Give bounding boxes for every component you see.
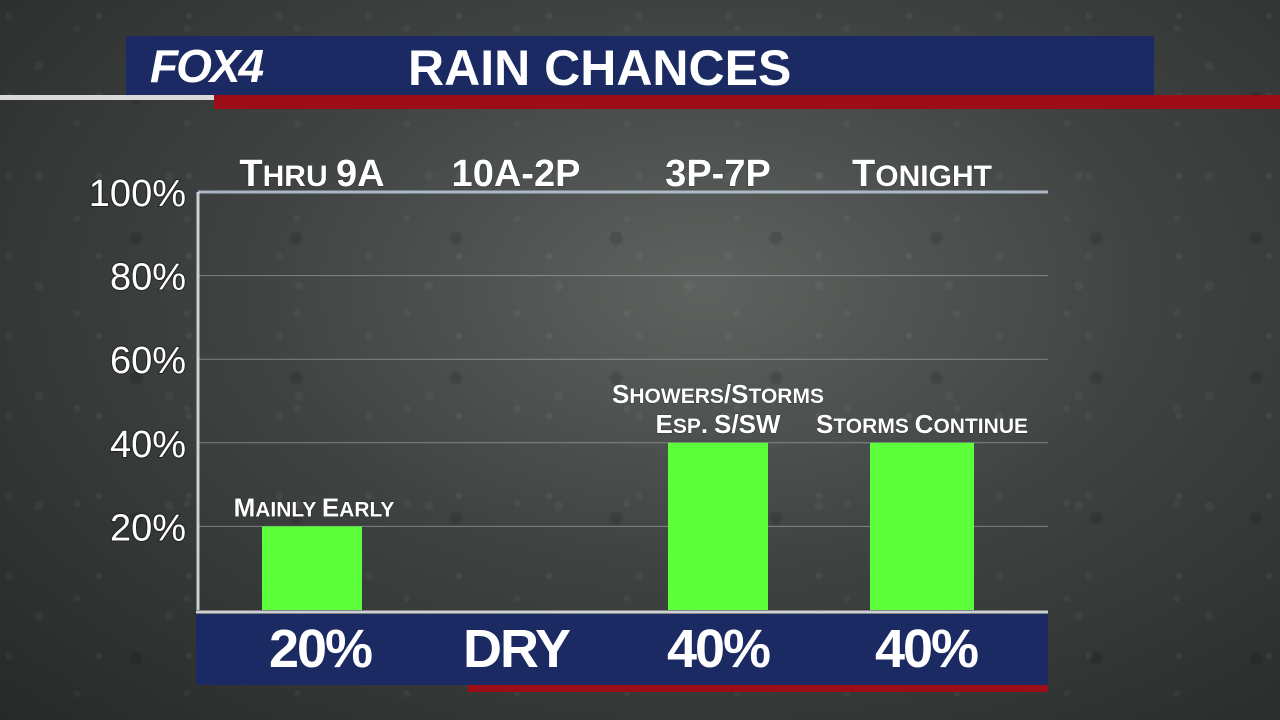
data-label: DRY [463, 619, 571, 679]
category-label: THRU 9A [239, 153, 384, 195]
bar-annotation: ESP. S/SW [656, 409, 781, 439]
chart-title: RAIN CHANCES [408, 40, 792, 96]
header-bar [126, 36, 1154, 95]
header-accent-line [0, 95, 214, 100]
bar-annotation: STORMS CONTINUE [816, 409, 1028, 439]
fox4-logo: FOX4 [150, 40, 264, 92]
y-tick-label: 100% [89, 173, 186, 215]
bar [668, 442, 768, 610]
y-tick-label: 80% [110, 257, 186, 299]
data-label: 40% [875, 619, 978, 679]
category-label: 10A-2P [452, 153, 581, 195]
bottom-band [196, 614, 1048, 685]
y-tick-label: 60% [110, 340, 186, 382]
data-label: 40% [667, 619, 770, 679]
bar-annotation: MAINLY EARLY [234, 492, 395, 522]
bar [870, 442, 974, 610]
header-red-stripe [214, 95, 1280, 109]
bottom-red-stripe [468, 685, 1048, 692]
y-tick-label: 20% [110, 507, 186, 549]
category-label: 3P-7P [665, 153, 771, 195]
bar [262, 526, 362, 610]
bar-annotation: SHOWERS/STORMS [612, 379, 824, 409]
category-label: TONIGHT [852, 153, 992, 195]
data-label: 20% [269, 619, 372, 679]
y-tick-label: 40% [110, 424, 186, 466]
